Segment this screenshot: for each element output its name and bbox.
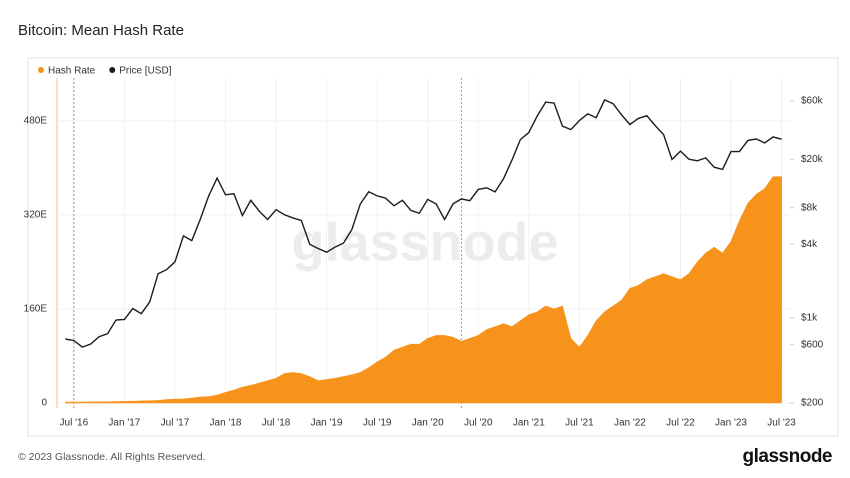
x-tick-label: Jul '22: [666, 418, 695, 429]
legend-marker: [38, 67, 44, 73]
x-tick-label: Jan '20: [412, 418, 444, 429]
x-tick-label: Jul '20: [464, 418, 493, 429]
chart-frame: [27, 57, 839, 437]
y-tick-label: 0: [41, 398, 47, 409]
y2-tick-label: $600: [801, 339, 824, 350]
x-tick-label: Jul '19: [363, 418, 392, 429]
x-tick-label: Jul '16: [60, 418, 89, 429]
x-tick-label: Jul '17: [161, 418, 190, 429]
y2-tick-label: $1k: [801, 312, 818, 323]
y2-tick-label: $200: [801, 398, 824, 409]
y2-tick-label: $4k: [801, 239, 818, 250]
x-tick-label: Jan '18: [210, 418, 242, 429]
x-tick-label: Jan '23: [715, 418, 747, 429]
x-tick-label: Jan '22: [614, 418, 646, 429]
x-tick-label: Jul '23: [767, 418, 796, 429]
y-tick-label: 480E: [24, 116, 48, 127]
y-tick-label: 320E: [24, 210, 48, 221]
y2-tick-label: $8k: [801, 202, 818, 213]
y2-tick-label: $60k: [801, 96, 824, 107]
x-tick-label: Jan '19: [311, 418, 343, 429]
x-tick-label: Jan '17: [108, 418, 140, 429]
price-line: [65, 98, 782, 348]
x-tick-label: Jul '18: [262, 418, 291, 429]
chart-title: Bitcoin: Mean Hash Rate: [18, 22, 184, 39]
copyright: © 2023 Glassnode. All Rights Reserved.: [18, 451, 206, 463]
x-tick-label: Jan '21: [513, 418, 545, 429]
y-tick-label: 160E: [24, 304, 48, 315]
y2-tick-label: $20k: [801, 154, 824, 165]
watermark: glassnode: [291, 212, 558, 272]
x-tick-label: Jul '21: [565, 418, 594, 429]
hash-area: [65, 176, 782, 404]
legend-label: Hash Rate: [48, 66, 96, 77]
legend-marker: [109, 67, 116, 73]
legend-label: Price [USD]: [119, 66, 171, 77]
logo: glassnode: [743, 446, 832, 467]
